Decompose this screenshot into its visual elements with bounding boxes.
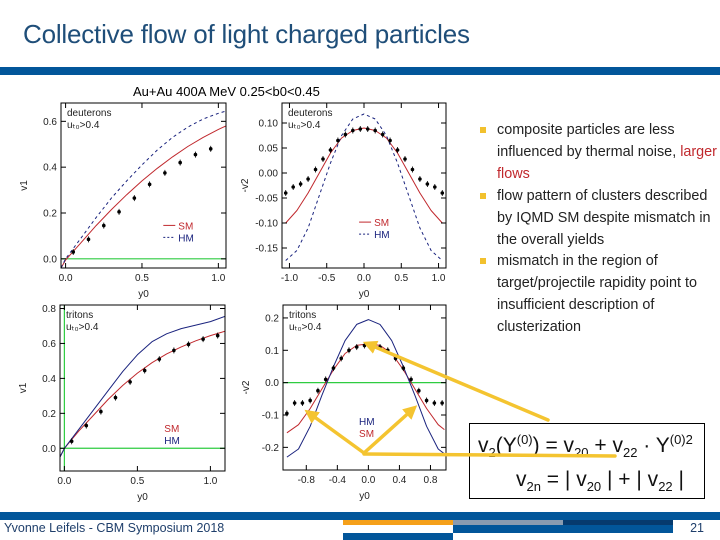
plot-subtitle: Au+Au 400A MeV 0.25<b0<0.45: [133, 84, 320, 99]
svg-text:0.2: 0.2: [265, 313, 279, 324]
formula-box: v2(Y(0)) = v20 + v22 · Y(0)2 v2n = | v20…: [469, 423, 705, 499]
svg-text:0.1: 0.1: [265, 346, 279, 357]
svg-text:y0: y0: [359, 289, 370, 300]
svg-text:SM: SM: [178, 221, 193, 232]
footer-accent-navy: [563, 520, 673, 525]
svg-text:-0.15: -0.15: [255, 244, 278, 255]
svg-text:HM: HM: [374, 230, 390, 241]
svg-text:0.05: 0.05: [259, 144, 279, 155]
svg-text:0.0: 0.0: [59, 273, 73, 284]
bullet-text: mismatch in the region of target/project…: [497, 253, 697, 336]
bullet-marker-icon: [480, 258, 486, 265]
svg-text:0.0: 0.0: [42, 444, 56, 455]
footer-accent-gray: [453, 520, 563, 525]
svg-text:y0: y0: [359, 491, 370, 502]
svg-text:SM: SM: [374, 218, 389, 229]
svg-text:v1: v1: [19, 180, 30, 191]
svg-text:0.10: 0.10: [259, 119, 279, 130]
bullet-list: composite particles are less influenced …: [477, 120, 717, 339]
svg-text:deuterons: deuterons: [67, 108, 111, 119]
svg-text:0.4: 0.4: [43, 163, 57, 174]
svg-text:0.0: 0.0: [43, 254, 57, 265]
bullet-marker-icon: [480, 127, 486, 133]
svg-text:SM: SM: [359, 429, 374, 440]
svg-text:0.4: 0.4: [392, 475, 406, 486]
svg-text:1.0: 1.0: [211, 273, 225, 284]
annotation-arrow: [362, 405, 418, 455]
formula-v2-expansion: v2(Y(0)) = v20 + v22 · Y(0)2: [478, 432, 693, 460]
svg-text:-v2: -v2: [241, 380, 252, 394]
svg-text:0.5: 0.5: [394, 273, 408, 284]
footer-accent-blue-left: [343, 533, 453, 540]
svg-text:-1.0: -1.0: [281, 273, 299, 284]
formula-v2n: v2n = | v20 | + | v22 |: [516, 468, 684, 494]
svg-text:0.8: 0.8: [424, 475, 438, 486]
footer-bar: [0, 512, 720, 520]
svg-text:-v2: -v2: [240, 178, 251, 192]
plot-tritons-v2: -0.8 -0.4 0.0 0.4 0.8 -0.2 -0.1 0.0 0.1 0.2 y0 -v2 t…: [241, 304, 447, 502]
svg-text:0.0: 0.0: [357, 273, 371, 284]
svg-text:deuterons: deuterons: [288, 108, 332, 119]
svg-text:-0.10: -0.10: [255, 219, 278, 230]
svg-text:uₜ₀>0.4: uₜ₀>0.4: [288, 120, 321, 131]
svg-text:0.5: 0.5: [130, 476, 144, 487]
footer-accent-orange: [343, 520, 453, 525]
svg-text:0.5: 0.5: [135, 273, 149, 284]
footer-accent-blue-right: [453, 525, 673, 533]
bullet-text: flow pattern of clusters described by IQ…: [497, 187, 711, 248]
plot-tritons-v1: 0.0 0.5 1.0 0.0 0.2 0.4 0.6 0.8 y0 v1 tritonsuₜ₀>0…: [18, 304, 226, 503]
svg-text:tritons: tritons: [66, 310, 93, 321]
svg-text:-0.05: -0.05: [255, 194, 278, 205]
svg-text:-0.1: -0.1: [262, 411, 280, 422]
svg-text:0.6: 0.6: [42, 339, 56, 350]
svg-text:HM: HM: [359, 417, 375, 428]
slide-title: Collective flow of light charged particl…: [23, 19, 470, 49]
header-bar: [0, 67, 720, 75]
footer-author: Yvonne Leifels - CBM Symposium 2018: [4, 521, 225, 535]
bullet-marker-icon: [480, 192, 486, 199]
svg-text:0.2: 0.2: [43, 209, 57, 220]
svg-text:uₜ₀>0.4: uₜ₀>0.4: [66, 322, 99, 333]
svg-text:uₜ₀>0.4: uₜ₀>0.4: [67, 120, 100, 131]
svg-text:uₜ₀>0.4: uₜ₀>0.4: [289, 322, 322, 333]
svg-text:HM: HM: [178, 233, 194, 244]
svg-text:-0.4: -0.4: [329, 475, 347, 486]
svg-text:0.0: 0.0: [361, 475, 375, 486]
svg-text:-0.8: -0.8: [298, 475, 316, 486]
svg-text:v1: v1: [18, 382, 29, 393]
svg-text:tritons: tritons: [289, 310, 316, 321]
bullet-item: composite particles are less influenced …: [477, 120, 717, 186]
svg-text:1.0: 1.0: [432, 273, 446, 284]
svg-text:0.2: 0.2: [42, 409, 56, 420]
annotation-arrow: [362, 340, 550, 422]
page-number: 21: [690, 521, 704, 535]
svg-text:1.0: 1.0: [203, 476, 217, 487]
bullet-item: mismatch in the region of target/project…: [477, 251, 717, 339]
svg-text:HM: HM: [164, 436, 180, 447]
bullet-item: flow pattern of clusters described by IQ…: [477, 186, 717, 252]
svg-text:0.00: 0.00: [259, 169, 279, 180]
svg-text:-0.2: -0.2: [262, 443, 280, 454]
bullet-highlight: larger flows: [497, 143, 717, 182]
svg-text:y0: y0: [138, 289, 149, 300]
svg-text:0.0: 0.0: [57, 476, 71, 487]
svg-text:SM: SM: [164, 424, 179, 435]
plot-deuterons-v2: -1.0 -0.5 0.0 0.5 1.0 -0.15 -0.10 -0.05 0.00 0.05…: [240, 102, 447, 300]
svg-text:0.8: 0.8: [42, 304, 56, 315]
svg-text:0.0: 0.0: [265, 378, 279, 389]
svg-text:0.4: 0.4: [42, 374, 56, 385]
svg-text:y0: y0: [137, 492, 148, 503]
bullet-text: composite particles are less influenced …: [497, 122, 681, 160]
annotation-arrow: [304, 409, 366, 455]
svg-text:0.6: 0.6: [43, 117, 57, 128]
svg-text:-0.5: -0.5: [318, 273, 336, 284]
plot-deuterons-v1: 0.0 0.5 1.0 0.0 0.2 0.4 0.6 y0 v1 deuteronsuₜ₀>0.…: [19, 102, 227, 300]
